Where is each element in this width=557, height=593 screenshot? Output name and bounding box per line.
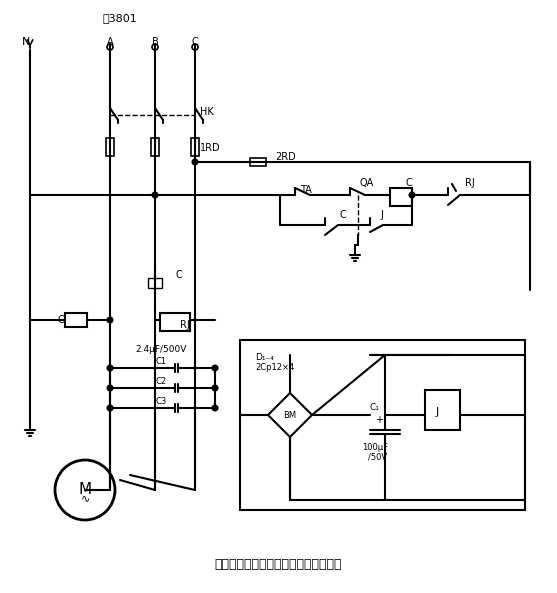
Circle shape — [213, 365, 217, 371]
Text: C: C — [175, 270, 182, 280]
Bar — [160, 313, 190, 331]
Bar — [390, 188, 412, 206]
Text: 一种节电式三相异步电动机断相保护器: 一种节电式三相异步电动机断相保护器 — [214, 559, 342, 572]
Circle shape — [108, 317, 113, 323]
Circle shape — [108, 406, 113, 410]
Circle shape — [108, 385, 113, 391]
Text: B: B — [152, 37, 159, 47]
Circle shape — [153, 193, 158, 197]
Text: RJ: RJ — [465, 178, 475, 188]
Text: +: + — [375, 415, 383, 425]
Bar — [250, 158, 266, 166]
Text: C: C — [192, 37, 199, 47]
Text: 2.4μF/500V: 2.4μF/500V — [135, 346, 187, 355]
Text: C1: C1 — [155, 356, 166, 365]
Circle shape — [107, 44, 113, 50]
Text: D₁₋₄: D₁₋₄ — [255, 353, 274, 362]
Text: C: C — [340, 210, 347, 220]
Bar — [106, 138, 114, 156]
Text: BM: BM — [284, 410, 296, 419]
Text: C2: C2 — [155, 377, 166, 385]
Text: 1RD: 1RD — [200, 143, 221, 153]
Circle shape — [409, 193, 414, 197]
Text: C: C — [405, 178, 412, 188]
Text: QA: QA — [360, 178, 374, 188]
Bar — [425, 390, 460, 430]
Bar — [148, 278, 162, 288]
Text: N: N — [22, 37, 31, 47]
Text: TA: TA — [300, 185, 312, 195]
Text: C: C — [57, 315, 63, 325]
Text: M: M — [79, 483, 91, 498]
Bar — [191, 138, 199, 156]
Circle shape — [108, 365, 113, 371]
Text: ～3801: ～3801 — [102, 13, 138, 23]
Text: C3: C3 — [155, 397, 166, 406]
Circle shape — [213, 406, 217, 410]
Circle shape — [213, 385, 217, 391]
Text: 2Cp12×4: 2Cp12×4 — [255, 364, 294, 372]
Circle shape — [192, 44, 198, 50]
Polygon shape — [268, 393, 312, 437]
Text: A: A — [107, 37, 114, 47]
Circle shape — [55, 460, 115, 520]
Bar — [65, 313, 87, 327]
Text: ∿: ∿ — [80, 493, 90, 503]
Text: HK: HK — [200, 107, 214, 117]
Text: /50V: /50V — [368, 452, 387, 461]
Text: 2RD: 2RD — [275, 152, 296, 162]
Bar — [240, 340, 525, 510]
Circle shape — [152, 44, 158, 50]
Text: RJ: RJ — [180, 320, 190, 330]
Bar — [151, 138, 159, 156]
Circle shape — [193, 160, 198, 164]
Text: 100μF: 100μF — [362, 442, 388, 451]
Text: J: J — [380, 210, 383, 220]
Text: J: J — [436, 407, 438, 417]
Text: C₁: C₁ — [370, 403, 380, 413]
